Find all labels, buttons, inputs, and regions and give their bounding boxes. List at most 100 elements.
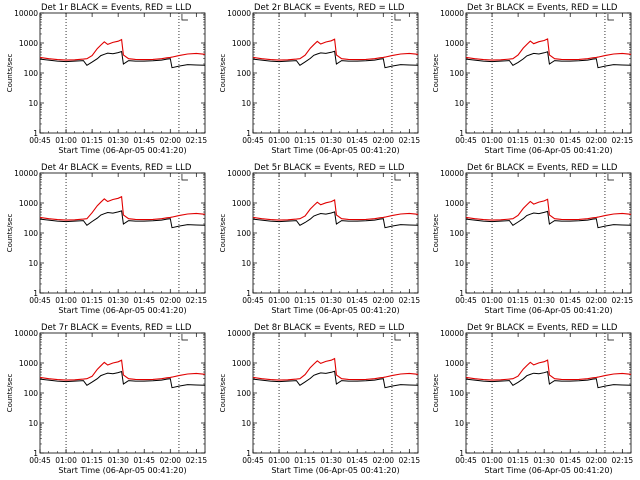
x-tick-label: 01:30 bbox=[533, 456, 555, 465]
series-events-line bbox=[465, 51, 632, 69]
panel-title: Det 2r BLACK = Events, RED = LLD bbox=[254, 3, 405, 13]
x-tick-label: 00:45 bbox=[242, 136, 264, 145]
x-tick-label: 01:00 bbox=[481, 456, 503, 465]
x-tick-label: 01:15 bbox=[294, 296, 316, 305]
interval-bracket bbox=[394, 174, 401, 181]
series-events-line bbox=[252, 50, 419, 69]
x-tick-label: 02:00 bbox=[585, 136, 607, 145]
y-tick-label: 10000 bbox=[440, 9, 464, 18]
x-tick-label: 02:15 bbox=[399, 296, 421, 305]
series-events-line bbox=[252, 370, 419, 389]
panel-det-6: Det 6r BLACK = Events, RED = LLD 1 10 100 10… bbox=[432, 163, 633, 315]
y-axis-label: Counts/sec bbox=[219, 374, 227, 413]
x-tick-label: 02:15 bbox=[399, 136, 421, 145]
y-axis-label: Counts/sec bbox=[6, 214, 14, 253]
y-axis-label: Counts/sec bbox=[432, 54, 440, 93]
x-axis-label: Start Time (06-Apr-05 00:41:20) bbox=[484, 466, 612, 475]
plot-frame bbox=[465, 12, 632, 134]
y-tick-label: 100 bbox=[24, 389, 39, 398]
y-axis-label: Counts/sec bbox=[432, 374, 440, 413]
interval-bracket bbox=[181, 334, 188, 341]
panel-det-8: Det 8r BLACK = Events, RED = LLD 1 10 100 10… bbox=[219, 323, 420, 475]
series-events-line bbox=[465, 371, 632, 389]
x-tick-label: 01:00 bbox=[268, 456, 290, 465]
y-tick-label: 1000 bbox=[232, 199, 251, 208]
panel-title: Det 4r BLACK = Events, RED = LLD bbox=[41, 163, 192, 173]
x-tick-label: 02:00 bbox=[372, 136, 394, 145]
x-tick-label: 01:45 bbox=[559, 456, 581, 465]
y-tick-label: 1 bbox=[33, 129, 38, 138]
interval-bracket bbox=[607, 174, 614, 181]
x-tick-label: 01:15 bbox=[81, 456, 103, 465]
x-tick-label: 02:00 bbox=[159, 296, 181, 305]
y-axis-label: Counts/sec bbox=[219, 214, 227, 253]
y-tick-label: 100 bbox=[24, 69, 39, 78]
x-tick-label: 01:45 bbox=[346, 456, 368, 465]
x-tick-label: 01:00 bbox=[481, 296, 503, 305]
plot-frame bbox=[465, 332, 632, 454]
y-tick-label: 1 bbox=[246, 289, 251, 298]
y-tick-label: 100 bbox=[450, 389, 465, 398]
interval-bracket bbox=[394, 334, 401, 341]
x-tick-label: 02:00 bbox=[372, 456, 394, 465]
interval-bracket bbox=[394, 14, 401, 21]
y-tick-label: 10000 bbox=[227, 329, 251, 338]
panel-title: Det 6r BLACK = Events, RED = LLD bbox=[467, 163, 618, 173]
x-tick-label: 01:00 bbox=[55, 456, 77, 465]
y-tick-label: 10 bbox=[28, 259, 38, 268]
y-tick-label: 1000 bbox=[19, 359, 38, 368]
x-tick-label: 01:30 bbox=[533, 136, 555, 145]
x-tick-label: 02:15 bbox=[612, 136, 634, 145]
interval-bracket bbox=[181, 14, 188, 21]
plot-frame bbox=[39, 172, 206, 294]
y-tick-label: 1 bbox=[33, 289, 38, 298]
series-lld-line bbox=[465, 198, 632, 221]
x-tick-label: 01:45 bbox=[559, 136, 581, 145]
x-tick-label: 01:15 bbox=[294, 456, 316, 465]
panel-det-3: Det 3r BLACK = Events, RED = LLD 1 10 100 10… bbox=[432, 3, 633, 155]
x-tick-label: 00:45 bbox=[455, 456, 477, 465]
y-tick-label: 1000 bbox=[232, 359, 251, 368]
y-tick-label: 1 bbox=[246, 129, 251, 138]
x-tick-label: 00:45 bbox=[242, 296, 264, 305]
series-lld-line bbox=[39, 38, 206, 61]
x-tick-label: 02:15 bbox=[612, 296, 634, 305]
x-axis-label: Start Time (06-Apr-05 00:41:20) bbox=[271, 146, 399, 155]
x-tick-label: 02:15 bbox=[399, 456, 421, 465]
x-axis-label: Start Time (06-Apr-05 00:41:20) bbox=[58, 146, 186, 155]
x-tick-label: 01:45 bbox=[133, 136, 155, 145]
panel-title: Det 7r BLACK = Events, RED = LLD bbox=[41, 323, 192, 333]
x-tick-label: 01:30 bbox=[107, 456, 129, 465]
x-tick-label: 01:15 bbox=[507, 456, 529, 465]
y-tick-label: 10 bbox=[241, 99, 251, 108]
x-tick-label: 01:00 bbox=[481, 136, 503, 145]
y-tick-label: 1 bbox=[33, 449, 38, 458]
x-tick-label: 02:15 bbox=[186, 136, 208, 145]
x-axis-label: Start Time (06-Apr-05 00:41:20) bbox=[271, 466, 399, 475]
y-tick-label: 10000 bbox=[227, 9, 251, 18]
y-tick-label: 10 bbox=[28, 99, 38, 108]
panel-title: Det 8r BLACK = Events, RED = LLD bbox=[254, 323, 405, 333]
x-tick-label: 00:45 bbox=[455, 296, 477, 305]
y-tick-label: 100 bbox=[450, 229, 465, 238]
y-tick-label: 100 bbox=[450, 69, 465, 78]
x-axis-label: Start Time (06-Apr-05 00:41:20) bbox=[58, 466, 186, 475]
y-tick-label: 100 bbox=[237, 389, 252, 398]
series-events-line bbox=[39, 50, 206, 69]
y-tick-label: 10 bbox=[454, 419, 464, 428]
x-tick-label: 01:30 bbox=[107, 296, 129, 305]
panel-det-4: Det 4r BLACK = Events, RED = LLD 1 10 100 10… bbox=[6, 163, 207, 315]
series-events-line bbox=[252, 211, 419, 229]
series-lld-line bbox=[252, 199, 419, 221]
x-tick-label: 02:15 bbox=[612, 456, 634, 465]
x-tick-label: 02:00 bbox=[372, 296, 394, 305]
x-tick-label: 00:45 bbox=[29, 456, 51, 465]
plot-frame bbox=[465, 172, 632, 294]
x-tick-label: 02:15 bbox=[186, 296, 208, 305]
x-tick-label: 00:45 bbox=[455, 136, 477, 145]
y-tick-label: 100 bbox=[24, 229, 39, 238]
x-tick-label: 01:30 bbox=[107, 136, 129, 145]
x-tick-label: 01:30 bbox=[320, 136, 342, 145]
y-tick-label: 1000 bbox=[19, 199, 38, 208]
